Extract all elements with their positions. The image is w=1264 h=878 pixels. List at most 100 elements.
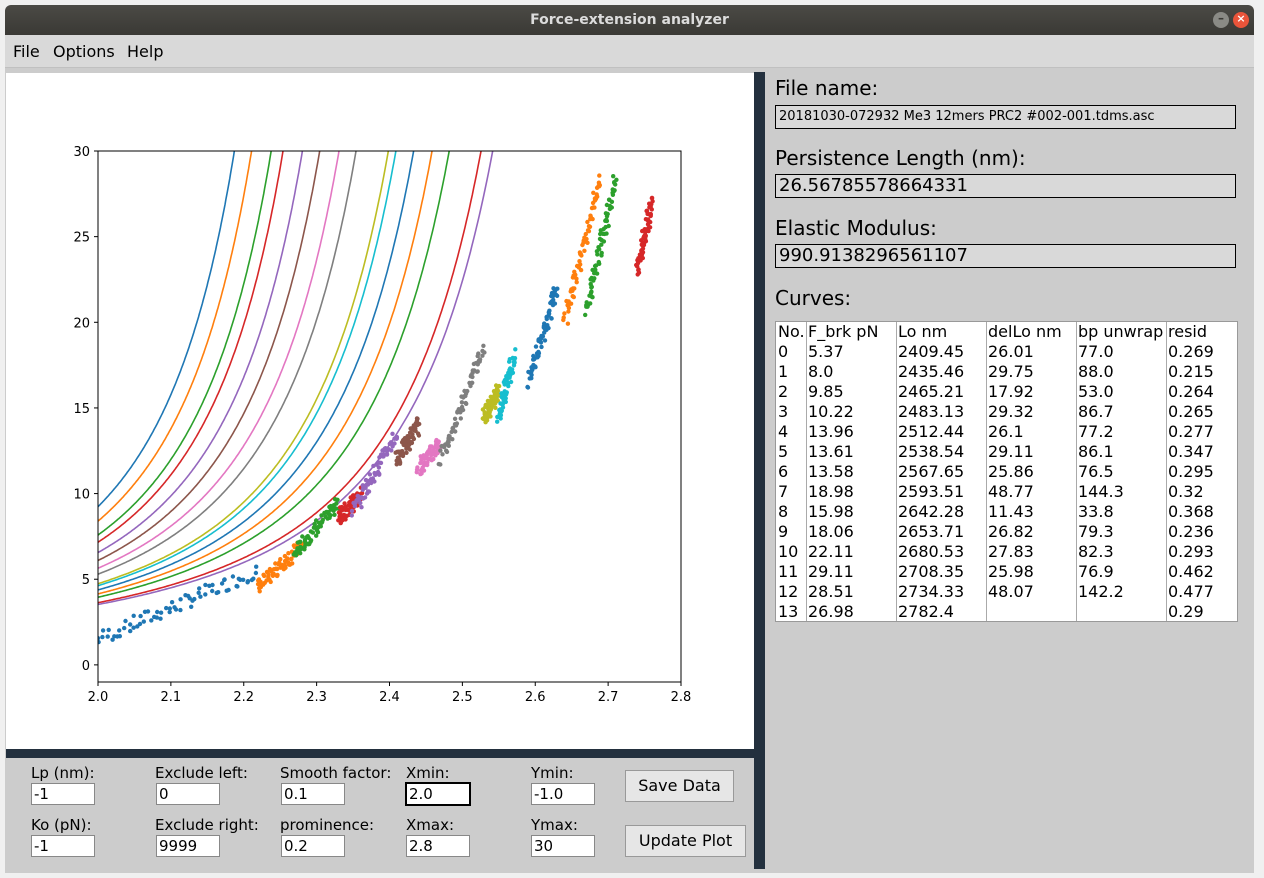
x-tick-label: 2.7 [598, 690, 619, 705]
column-no: No. 0 1 2 3 4 5 6 7 8 9 10 11 12 13 [776, 322, 807, 621]
data-point [359, 490, 365, 496]
update-plot-button[interactable]: Update Plot [625, 825, 746, 857]
fit-curve [98, 151, 494, 606]
data-point [574, 276, 579, 281]
elastic-modulus-field[interactable]: 990.9138296561107 [775, 244, 1236, 268]
xmin-input[interactable]: 2.0 [405, 782, 471, 806]
data-point [100, 634, 105, 640]
data-point [230, 574, 236, 579]
pane-divider[interactable] [754, 72, 765, 869]
data-point [512, 356, 518, 361]
column-header: No. [778, 322, 805, 341]
column-f-brk: F_brk pN 5.37 8.0 9.85 10.22 13.96 13.61 13.58 1… [806, 322, 897, 621]
fit-curve [98, 151, 236, 508]
data-point [359, 505, 364, 510]
save-data-button[interactable]: Save Data [625, 770, 734, 802]
data-point [531, 357, 537, 362]
data-point [349, 508, 355, 514]
table-cell: 9.85 [808, 382, 844, 401]
data-point [494, 392, 499, 397]
data-point [339, 504, 344, 510]
table-cell: 2435.46 [898, 362, 965, 381]
persistence-length-field[interactable]: 26.56785578664331 [775, 174, 1236, 198]
data-point [270, 571, 275, 576]
prominence-input[interactable]: 0.2 [281, 835, 345, 857]
data-point [122, 625, 127, 631]
ymax-input[interactable]: 30 [531, 835, 595, 857]
data-point [384, 452, 390, 457]
data-point [553, 288, 558, 293]
data-point [210, 582, 215, 588]
data-point [431, 456, 436, 462]
data-point [640, 255, 645, 261]
menu-file[interactable]: File [13, 42, 40, 61]
menu-options[interactable]: Options [53, 42, 115, 61]
data-point [565, 321, 571, 326]
smooth-factor-input[interactable]: 0.1 [281, 783, 345, 805]
fit-curve [98, 151, 357, 576]
plot-canvas[interactable]: 2.0 2.1 2.2 2.3 2.4 2.5 2.6 2.7 2.8 0 5 10 15 20 25 30 [6, 73, 754, 749]
data-point [513, 347, 518, 352]
curves-table[interactable]: No. 0 1 2 3 4 5 6 7 8 9 10 11 12 13 F_brk pN 5.37 8.0 9.85… [775, 321, 1238, 622]
xmin-label: Xmin: [406, 764, 450, 782]
data-point [614, 177, 619, 182]
table-cell: 0.477 [1168, 582, 1214, 601]
data-point [552, 301, 558, 306]
close-button[interactable]: × [1233, 12, 1249, 28]
exclude-left-label: Exclude left: [155, 764, 248, 782]
y-tick-label: 5 [82, 573, 90, 588]
y-tick-label: 20 [73, 316, 90, 331]
data-point [533, 344, 539, 349]
table-cell: 2734.33 [898, 582, 965, 601]
data-point [566, 305, 572, 311]
curves-label: Curves: [775, 286, 852, 310]
exclude-left-input[interactable]: 0 [156, 783, 220, 805]
column-header: resid [1168, 322, 1208, 341]
x-tick-label: 2.1 [161, 690, 182, 705]
data-point [531, 353, 536, 359]
file-name-field[interactable]: 20181030-072932 Me3 12mers PRC2 #002-001… [775, 105, 1236, 129]
data-point [285, 556, 290, 561]
table-cell: 2642.28 [898, 502, 965, 521]
ko-input[interactable]: -1 [31, 835, 95, 857]
table-cell: 10.22 [808, 402, 854, 421]
data-point [606, 223, 611, 229]
data-point [495, 398, 500, 403]
table-cell: 77.0 [1078, 342, 1114, 361]
data-point [542, 326, 547, 331]
elastic-modulus-label: Elastic Modulus: [775, 216, 937, 240]
data-point [585, 219, 590, 225]
table-cell: 26.01 [988, 342, 1034, 361]
fit-curve [98, 151, 321, 562]
data-point [390, 431, 395, 436]
data-point [454, 421, 460, 426]
x-tick-label: 2.5 [452, 690, 473, 705]
data-point [597, 261, 602, 266]
data-point [578, 262, 583, 267]
data-point [458, 416, 463, 421]
table-cell: 5.37 [808, 342, 844, 361]
lp-input[interactable]: -1 [31, 783, 95, 805]
data-point [105, 634, 110, 639]
data-point [342, 501, 347, 506]
data-point [611, 174, 616, 179]
table-cell: 2708.35 [898, 562, 965, 581]
smooth-factor-label: Smooth factor: [280, 764, 392, 782]
data-point [222, 577, 227, 582]
prominence-label: prominence: [280, 816, 375, 834]
data-point [293, 553, 299, 558]
data-point [436, 440, 441, 445]
ymin-input[interactable]: -1.0 [531, 783, 595, 805]
minimize-button[interactable]: – [1213, 11, 1229, 28]
data-point [251, 576, 256, 581]
data-point [298, 544, 303, 550]
xmax-input[interactable]: 2.8 [406, 835, 470, 857]
x-tick-label: 2.6 [525, 690, 546, 705]
data-point [169, 600, 175, 605]
data-point [275, 566, 280, 572]
data-point [410, 432, 415, 437]
exclude-right-input[interactable]: 9999 [156, 835, 220, 857]
data-point [540, 334, 546, 339]
data-point [525, 385, 531, 390]
menu-help[interactable]: Help [127, 42, 164, 61]
